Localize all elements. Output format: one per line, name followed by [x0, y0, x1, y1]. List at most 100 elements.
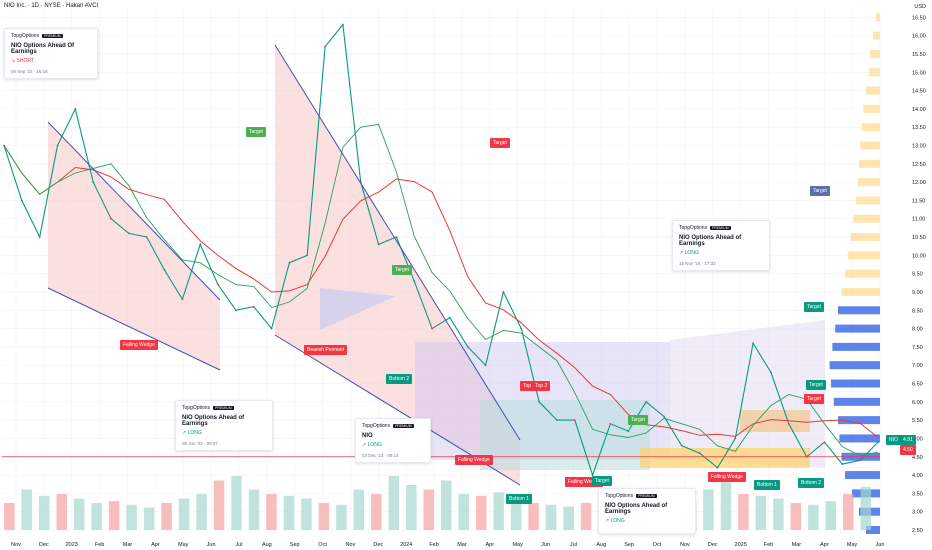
price-point	[127, 232, 130, 235]
x-tick-label: Mar	[792, 542, 802, 548]
profile-bar	[850, 233, 880, 242]
price-point	[431, 327, 433, 330]
price-point	[252, 305, 255, 308]
y-tick-label: 13.00	[912, 143, 926, 149]
target-zone	[480, 400, 650, 470]
volume-bar	[38, 495, 50, 530]
price-point	[270, 327, 273, 330]
y-tick-label: 4.50	[912, 455, 923, 461]
note-time: 05 Sep '22 · 16:16	[11, 69, 48, 74]
x-tick-label: Aug	[596, 542, 606, 548]
note-headline: NIO Options Ahead of Earnings	[605, 503, 668, 515]
profile-bar	[873, 31, 880, 40]
volume-bar	[248, 489, 260, 530]
y-tick-label: 3.50	[912, 491, 923, 497]
x-tick-label: Jul	[570, 542, 577, 548]
price-point	[841, 463, 844, 465]
price-point	[466, 346, 469, 348]
trendline	[47, 121, 221, 301]
profile-bar	[829, 361, 880, 370]
short-icon: ↘	[11, 58, 16, 64]
price-point	[199, 243, 202, 246]
x-tick-label: Jun	[541, 542, 550, 548]
idea-note-2[interactable]: TopgOptions PREMIUM NIO Options Ahead of …	[175, 400, 273, 451]
target-label: Target	[810, 186, 830, 196]
profile-bar	[845, 269, 880, 278]
volume-bar	[178, 498, 190, 530]
idea-note-4[interactable]: TopgOptions PREMIUM NIO Options Ahead of …	[672, 220, 770, 271]
price-point	[341, 23, 344, 26]
target-label: Target	[392, 265, 412, 275]
long-icon: ↗	[362, 442, 367, 448]
y-tick-label: 8.50	[912, 308, 923, 314]
y-tick-label: 12.50	[912, 162, 926, 168]
x-tick-label: Oct	[318, 542, 327, 548]
price-line	[3, 23, 879, 477]
price-point	[484, 364, 487, 367]
price-point	[770, 371, 772, 374]
y-tick-label: 16.00	[912, 34, 926, 40]
y-tick-label: 2.50	[912, 528, 923, 534]
note-time: 16 Nov '24 · 17:32	[679, 261, 716, 266]
x-tick-label: Feb	[95, 542, 104, 548]
idea-note-3[interactable]: TopgOptions PREMIUM NIO ↗ LONG 03 Dec '23…	[355, 418, 431, 463]
bottom-1-label: Bottom 1	[754, 480, 781, 490]
price-point	[698, 452, 701, 454]
volume-bar	[843, 494, 854, 530]
price-point	[663, 415, 665, 418]
price-point	[288, 261, 291, 264]
note-side: ↘ SHORT	[11, 58, 35, 64]
y-tick-label: 10.50	[912, 235, 926, 241]
profile-bar	[853, 214, 880, 223]
price-point	[306, 254, 309, 257]
note-side: ↗ LONG	[605, 518, 625, 524]
note-headline: NIO Options Ahead of Earnings	[679, 235, 742, 247]
profile-bar	[838, 416, 880, 425]
volume-bar	[266, 494, 277, 530]
moving-average-line	[3, 123, 879, 457]
x-tick-label: Mar	[457, 542, 467, 548]
y-tick-label: 5.50	[912, 418, 923, 424]
volume-bar	[773, 498, 784, 530]
volume-bar	[56, 494, 67, 530]
y-tick-label: 6.00	[912, 400, 923, 406]
y-tick-label: 11.50	[912, 198, 925, 204]
profile-bar	[859, 159, 880, 168]
x-tick-label: Dec	[373, 542, 383, 548]
price-point	[145, 236, 148, 238]
falling-wedge-label: Falling Wedge	[455, 455, 493, 465]
falling-wedge-label: Falling Wedge	[120, 340, 158, 350]
y-tick-label: 6.50	[912, 382, 923, 388]
trendline	[47, 287, 221, 371]
note-brand: TopgOptions PREMIUM	[11, 33, 63, 39]
currency-label: USD	[914, 4, 926, 10]
note-headline: NIO Options Ahead Of Earnings	[11, 43, 75, 55]
price-point	[324, 45, 326, 48]
x-tick-label: Nov	[346, 542, 356, 548]
idea-note-1[interactable]: TopgOptions PREMIUM NIO Options Ahead Of …	[4, 28, 98, 79]
volume-bar	[283, 495, 295, 530]
trendline	[274, 44, 521, 441]
profile-bar	[845, 471, 880, 480]
profile-bar	[863, 104, 880, 113]
profile-bar	[832, 342, 880, 351]
x-tick-label: May	[178, 542, 189, 548]
long-icon: ↗	[679, 250, 684, 256]
x-tick-label: 2024	[400, 542, 412, 548]
volume-bar	[860, 486, 872, 530]
level-price-label: 4.50	[900, 445, 916, 455]
volume-bar	[336, 504, 347, 530]
x-tick-label: May	[847, 542, 858, 548]
x-tick-label: Jun	[876, 542, 885, 548]
note-side: ↗ LONG	[679, 250, 699, 256]
idea-note-5[interactable]: TopgOptions PREMIUM NIO Options Ahead of …	[598, 488, 696, 534]
volume-bar	[563, 506, 574, 530]
y-tick-label: 15.50	[912, 52, 926, 58]
profile-bar	[856, 196, 880, 205]
profile-bar	[838, 306, 880, 315]
profile-bar	[857, 178, 880, 187]
volume-bar	[825, 501, 837, 530]
volume-bar	[231, 476, 242, 530]
volume-bars	[4, 476, 872, 530]
price-point	[787, 422, 790, 425]
